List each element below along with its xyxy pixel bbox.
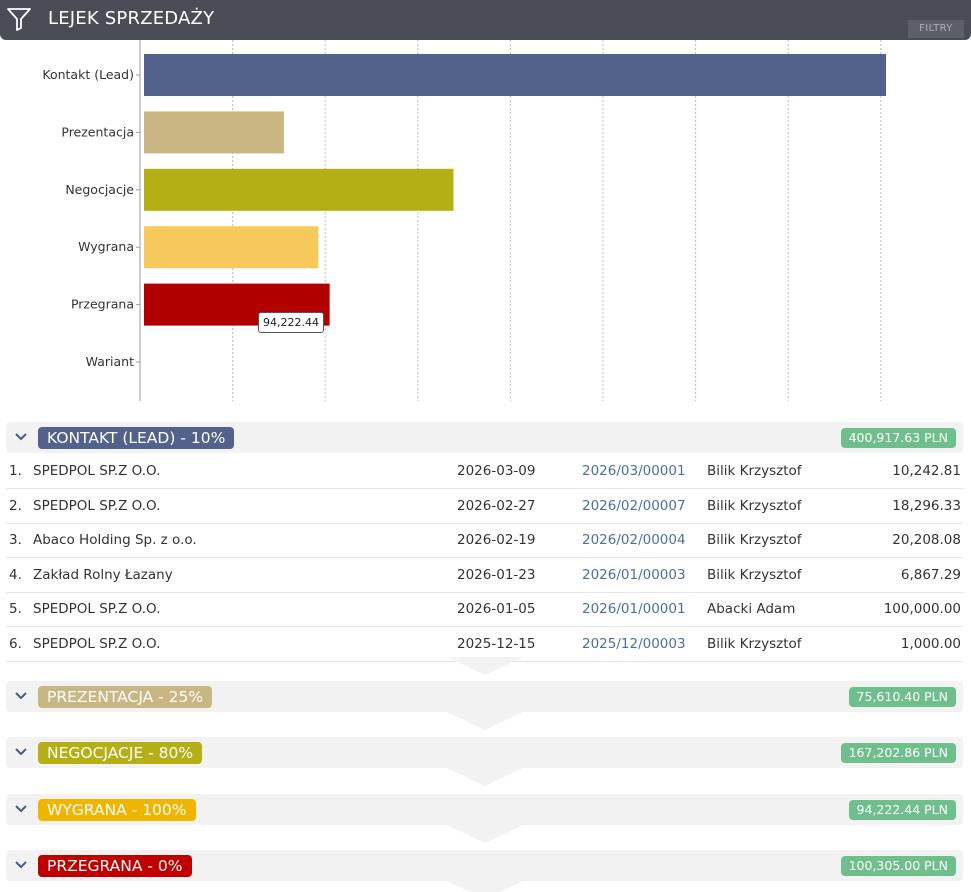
- row-amount: 20,208.08: [892, 532, 961, 549]
- company-name: SPEDPOL SP.Z O.O.: [33, 601, 161, 618]
- chevron-down-icon[interactable]: [14, 430, 28, 444]
- page-title: LEJEK SPRZEDAŻY: [48, 8, 215, 29]
- row-amount: 10,242.81: [892, 463, 961, 479]
- chart-bar[interactable]: [144, 226, 319, 269]
- chevron-down-icon[interactable]: [14, 802, 28, 816]
- row-amount: 100,000.00: [883, 601, 961, 618]
- document-number-link[interactable]: 2026/02/00004: [582, 532, 686, 549]
- app-header: LEJEK SPRZEDAŻY FILTRY: [0, 0, 971, 40]
- stage-total-badge: 167,202.86 PLN: [840, 743, 956, 763]
- section-header-negocjacje[interactable]: NEGOCJACJE - 80% 167,202.86 PLN: [6, 737, 963, 768]
- row-number: 5.: [9, 601, 22, 618]
- stage-total-badge: 400,917.63 PLN: [840, 428, 956, 448]
- table-row[interactable]: 4. Zakład Rolny Łazany 2026-01-23 2026/01/0…: [6, 559, 963, 593]
- company-name: Abaco Holding Sp. z o.o.: [33, 532, 197, 549]
- salesperson-name: Bilik Krzysztof: [707, 566, 802, 583]
- row-number: 1.: [9, 463, 22, 479]
- chevron-down-icon[interactable]: [14, 858, 28, 872]
- funnel-arrow: [447, 768, 523, 786]
- funnel-bar-chart: Kontakt (Lead) Prezentacja Negocjacje Wygra…: [0, 40, 971, 405]
- salesperson-name: Abacki Adam: [707, 601, 796, 618]
- filters-tab-button[interactable]: FILTRY: [908, 20, 964, 38]
- chart-category-label: Wariant: [86, 354, 134, 369]
- company-name: SPEDPOL SP.Z O.O.: [33, 463, 161, 479]
- row-date: 2026-01-05: [457, 601, 536, 618]
- row-number: 3.: [9, 532, 22, 549]
- salesperson-name: Bilik Krzysztof: [707, 463, 802, 479]
- stage-total-badge: 75,610.40 PLN: [848, 687, 956, 707]
- document-number-link[interactable]: 2026/03/00001: [582, 463, 686, 479]
- row-date: 2025-12-15: [457, 636, 536, 652]
- table-row[interactable]: 2. SPEDPOL SP.Z O.O. 2026-02-27 2026/02/000…: [6, 490, 963, 524]
- document-number-link[interactable]: 2025/12/00003: [582, 636, 686, 652]
- section-header-prezentacja[interactable]: PREZENTACJA - 25% 75,610.40 PLN: [6, 681, 963, 712]
- funnel-arrow: [447, 881, 523, 892]
- document-number-link[interactable]: 2026/02/00007: [582, 497, 686, 514]
- funnel-icon: [7, 8, 31, 31]
- company-name: SPEDPOL SP.Z O.O.: [33, 497, 161, 514]
- stage-total-badge: 100,305.00 PLN: [840, 856, 956, 876]
- table-row[interactable]: 1. SPEDPOL SP.Z O.O. 2026-03-09 2026/03/000…: [6, 455, 963, 489]
- row-date: 2026-01-23: [457, 566, 536, 583]
- chart-category-label: Negocjacje: [65, 182, 134, 197]
- row-date: 2026-03-09: [457, 463, 536, 479]
- table-row[interactable]: 3. Abaco Holding Sp. z o.o. 2026-02-19 2026…: [6, 524, 963, 559]
- row-amount: 1,000.00: [900, 636, 961, 652]
- row-number: 4.: [9, 566, 22, 583]
- document-number-link[interactable]: 2026/01/00003: [582, 566, 686, 583]
- row-amount: 18,296.33: [892, 497, 961, 514]
- chevron-down-icon[interactable]: [14, 745, 28, 759]
- chart-canvas: Kontakt (Lead) Prezentacja Negocjacje Wygra…: [42, 40, 886, 401]
- section-header-wygrana[interactable]: WYGRANA - 100% 94,222.44 PLN: [6, 794, 963, 825]
- stage-badge: PRZEGRANA - 0%: [38, 855, 192, 877]
- row-date: 2026-02-27: [457, 497, 536, 514]
- funnel-arrow: [447, 657, 523, 675]
- stage-badge: PREZENTACJA - 25%: [38, 686, 213, 708]
- funnel-arrow: [447, 712, 523, 730]
- table-row[interactable]: 5. SPEDPOL SP.Z O.O. 2026-01-05 2026/01/000…: [6, 593, 963, 628]
- document-number-link[interactable]: 2026/01/00001: [582, 601, 686, 618]
- row-number: 6.: [9, 636, 22, 652]
- chart-bar[interactable]: [144, 54, 886, 96]
- section-header-kontakt[interactable]: KONTAKT (LEAD) - 10% 400,917.63 PLN: [6, 422, 963, 453]
- chart-category-label: Prezentacja: [61, 124, 134, 139]
- chart-bar[interactable]: [144, 168, 454, 211]
- chart-category-label: Kontakt (Lead): [42, 67, 134, 82]
- chevron-down-icon[interactable]: [14, 689, 28, 703]
- stage-badge: KONTAKT (LEAD) - 10%: [38, 427, 235, 449]
- stage-badge: WYGRANA - 100%: [38, 799, 196, 821]
- row-date: 2026-02-19: [457, 532, 536, 549]
- salesperson-name: Bilik Krzysztof: [707, 636, 802, 652]
- salesperson-name: Bilik Krzysztof: [707, 532, 802, 549]
- chart-tooltip: 94,222.44: [258, 312, 324, 333]
- chart-category-label: Przegrana: [71, 297, 134, 312]
- section-header-przegrana[interactable]: PRZEGRANA - 0% 100,305.00 PLN: [6, 850, 963, 881]
- chart-bar[interactable]: [144, 111, 284, 154]
- chart-category-label: Wygrana: [78, 239, 134, 254]
- row-amount: 6,867.29: [900, 566, 961, 583]
- stage-total-badge: 94,222.44 PLN: [848, 800, 956, 820]
- salesperson-name: Bilik Krzysztof: [707, 497, 802, 514]
- stage-badge: NEGOCJACJE - 80%: [38, 742, 203, 764]
- company-name: Zakład Rolny Łazany: [33, 566, 173, 583]
- funnel-arrow: [447, 825, 523, 843]
- company-name: SPEDPOL SP.Z O.O.: [33, 636, 161, 652]
- row-number: 2.: [9, 497, 22, 514]
